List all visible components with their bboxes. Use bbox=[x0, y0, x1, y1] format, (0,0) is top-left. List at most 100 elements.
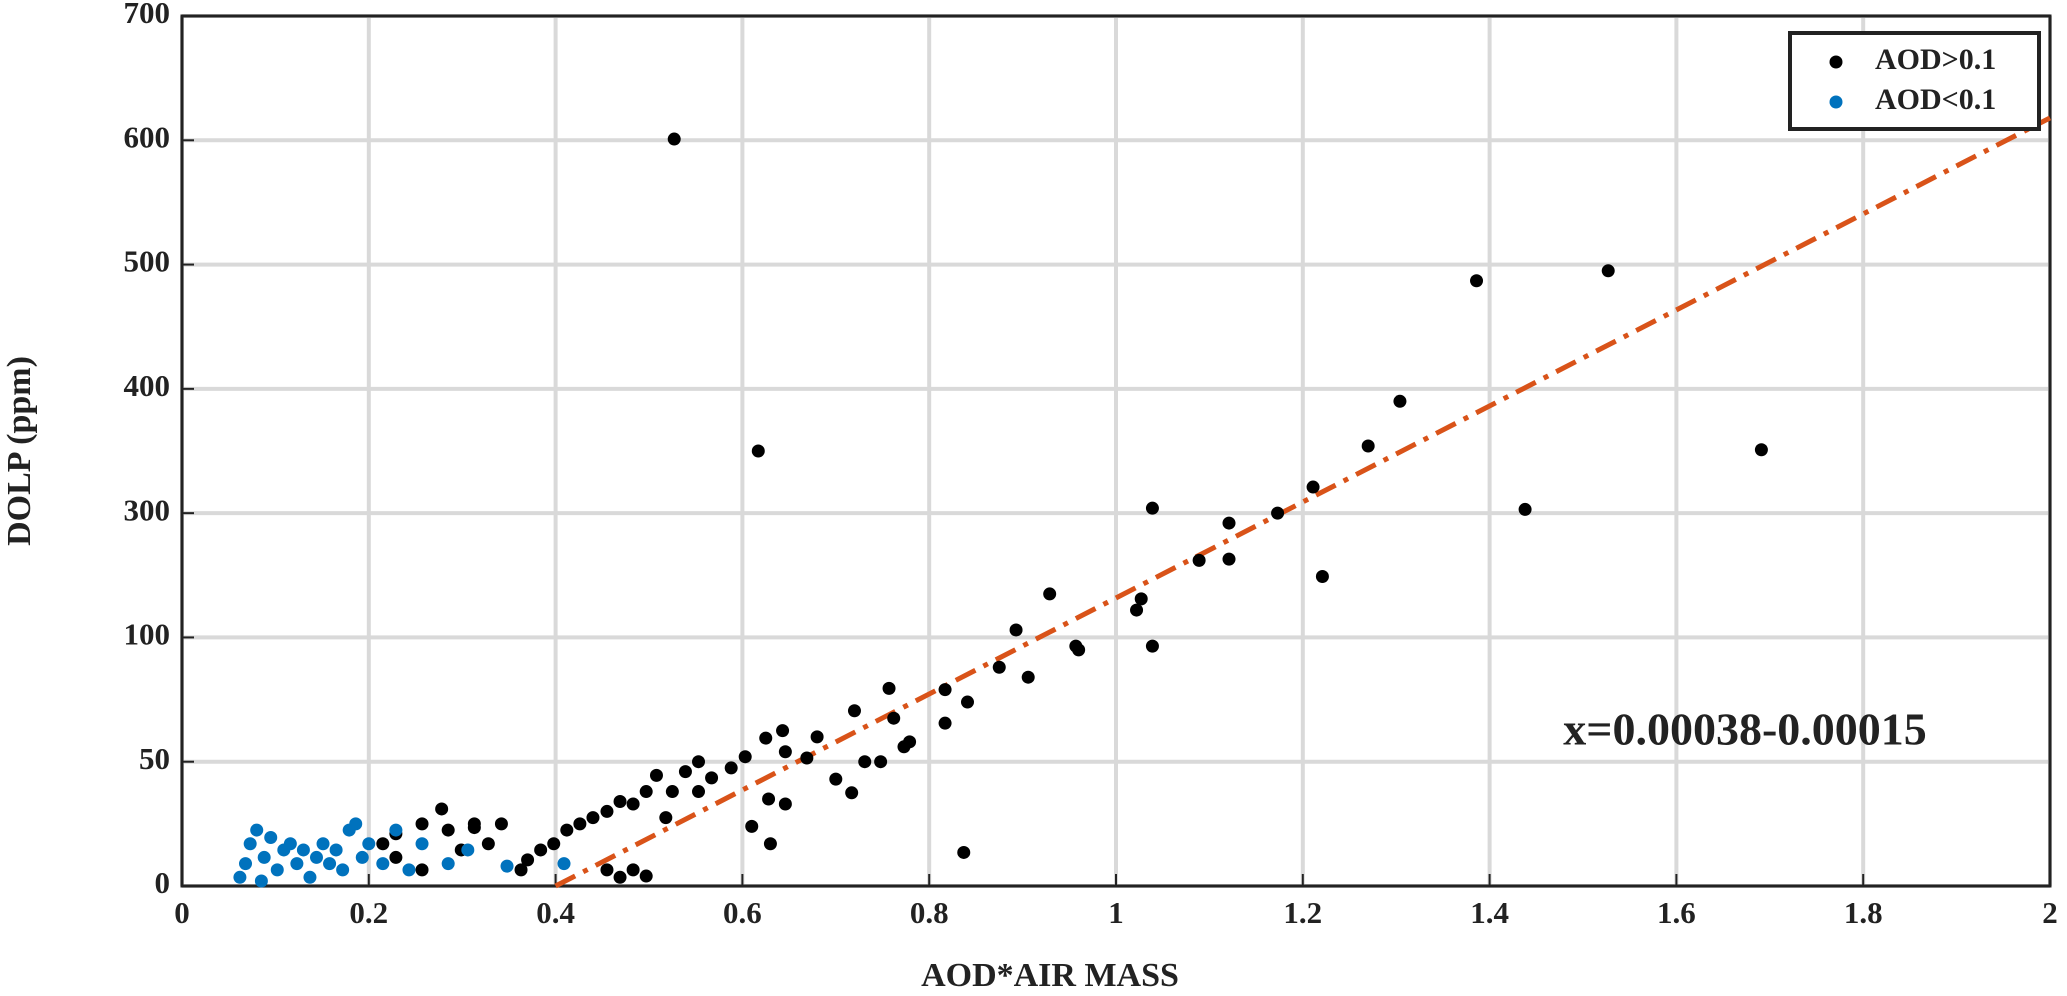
data-point bbox=[960, 695, 974, 709]
data-point bbox=[705, 771, 719, 785]
data-point bbox=[316, 837, 330, 851]
y-tick-label: 0 bbox=[155, 865, 171, 900]
data-point bbox=[329, 843, 343, 857]
data-point bbox=[270, 863, 284, 877]
data-point bbox=[665, 785, 679, 799]
data-point bbox=[829, 772, 843, 786]
data-point bbox=[257, 850, 271, 864]
data-point bbox=[389, 823, 403, 837]
data-point bbox=[402, 863, 416, 877]
x-tick-label: 1.6 bbox=[1657, 895, 1696, 930]
data-point bbox=[882, 681, 896, 695]
data-point bbox=[626, 797, 640, 811]
data-point bbox=[1043, 587, 1057, 601]
x-tick-label: 0.2 bbox=[349, 895, 388, 930]
data-point bbox=[303, 870, 317, 884]
data-point bbox=[1306, 480, 1320, 494]
x-tick-label: 1 bbox=[1108, 895, 1124, 930]
data-point bbox=[692, 755, 706, 769]
data-point bbox=[1192, 553, 1206, 567]
data-point bbox=[389, 850, 403, 864]
data-point bbox=[461, 843, 475, 857]
data-point bbox=[1145, 639, 1159, 653]
data-point bbox=[1601, 264, 1615, 278]
data-point bbox=[845, 786, 859, 800]
data-point bbox=[362, 837, 376, 851]
y-tick-label: 500 bbox=[124, 244, 171, 279]
data-point bbox=[1009, 623, 1023, 637]
data-point bbox=[349, 817, 363, 831]
data-point bbox=[441, 823, 455, 837]
data-point bbox=[639, 869, 653, 883]
data-point bbox=[776, 724, 790, 738]
data-point bbox=[1222, 516, 1236, 530]
data-point bbox=[1222, 552, 1236, 566]
data-point bbox=[415, 863, 429, 877]
data-point bbox=[309, 850, 323, 864]
x-tick-label: 0 bbox=[174, 895, 190, 930]
x-tick-label: 0.4 bbox=[536, 895, 575, 930]
data-point bbox=[957, 845, 971, 859]
data-point bbox=[692, 785, 706, 799]
data-point bbox=[355, 850, 369, 864]
data-point bbox=[239, 857, 253, 871]
data-point bbox=[415, 817, 429, 831]
legend-label: AOD<0.1 bbox=[1875, 83, 1996, 116]
data-point bbox=[586, 811, 600, 825]
data-point bbox=[1134, 592, 1148, 606]
data-point bbox=[667, 132, 681, 146]
data-point bbox=[1271, 506, 1285, 520]
data-point bbox=[441, 857, 455, 871]
data-point bbox=[1470, 274, 1484, 288]
y-tick-label: 300 bbox=[124, 492, 171, 527]
data-point bbox=[613, 794, 627, 808]
x-tick-label: 2 bbox=[2042, 895, 2058, 930]
data-point bbox=[296, 843, 310, 857]
data-point bbox=[1072, 643, 1086, 657]
data-point bbox=[560, 823, 574, 837]
data-point bbox=[600, 804, 614, 818]
data-point bbox=[1130, 603, 1144, 617]
data-point bbox=[336, 863, 350, 877]
data-point bbox=[678, 765, 692, 779]
data-point bbox=[521, 853, 535, 867]
data-point bbox=[376, 837, 390, 851]
data-point bbox=[992, 660, 1006, 674]
data-point bbox=[887, 711, 901, 725]
annotation: x=0.00038-0.00015 bbox=[1563, 704, 1927, 755]
legend-label: AOD>0.1 bbox=[1875, 43, 1996, 76]
data-point bbox=[573, 817, 587, 831]
x-tick-label: 0.8 bbox=[910, 895, 949, 930]
y-tick-label: 100 bbox=[124, 617, 171, 652]
y-tick-label: 400 bbox=[124, 368, 171, 403]
data-point bbox=[494, 817, 508, 831]
data-point bbox=[778, 797, 792, 811]
data-point bbox=[600, 863, 614, 877]
data-point bbox=[264, 831, 278, 845]
data-point bbox=[763, 837, 777, 851]
data-point bbox=[233, 870, 247, 884]
data-point bbox=[745, 819, 759, 833]
data-point bbox=[626, 863, 640, 877]
data-point bbox=[938, 716, 952, 730]
data-point bbox=[323, 857, 337, 871]
data-point bbox=[376, 857, 390, 871]
data-point bbox=[1754, 443, 1768, 457]
data-point bbox=[938, 683, 952, 697]
legend: AOD>0.1 AOD<0.1 bbox=[1788, 31, 2041, 131]
data-point bbox=[1315, 570, 1329, 584]
data-point bbox=[500, 859, 514, 873]
x-tick-label: 1.4 bbox=[1470, 895, 1509, 930]
data-point bbox=[639, 785, 653, 799]
data-point bbox=[435, 802, 449, 816]
data-point bbox=[547, 837, 561, 851]
data-point bbox=[858, 755, 872, 769]
data-point bbox=[481, 837, 495, 851]
x-tick-label: 1.8 bbox=[1844, 895, 1883, 930]
data-point bbox=[1145, 501, 1159, 515]
data-point bbox=[738, 750, 752, 764]
x-tick-label: 0.6 bbox=[723, 895, 762, 930]
x-tick-label: 1.2 bbox=[1283, 895, 1322, 930]
